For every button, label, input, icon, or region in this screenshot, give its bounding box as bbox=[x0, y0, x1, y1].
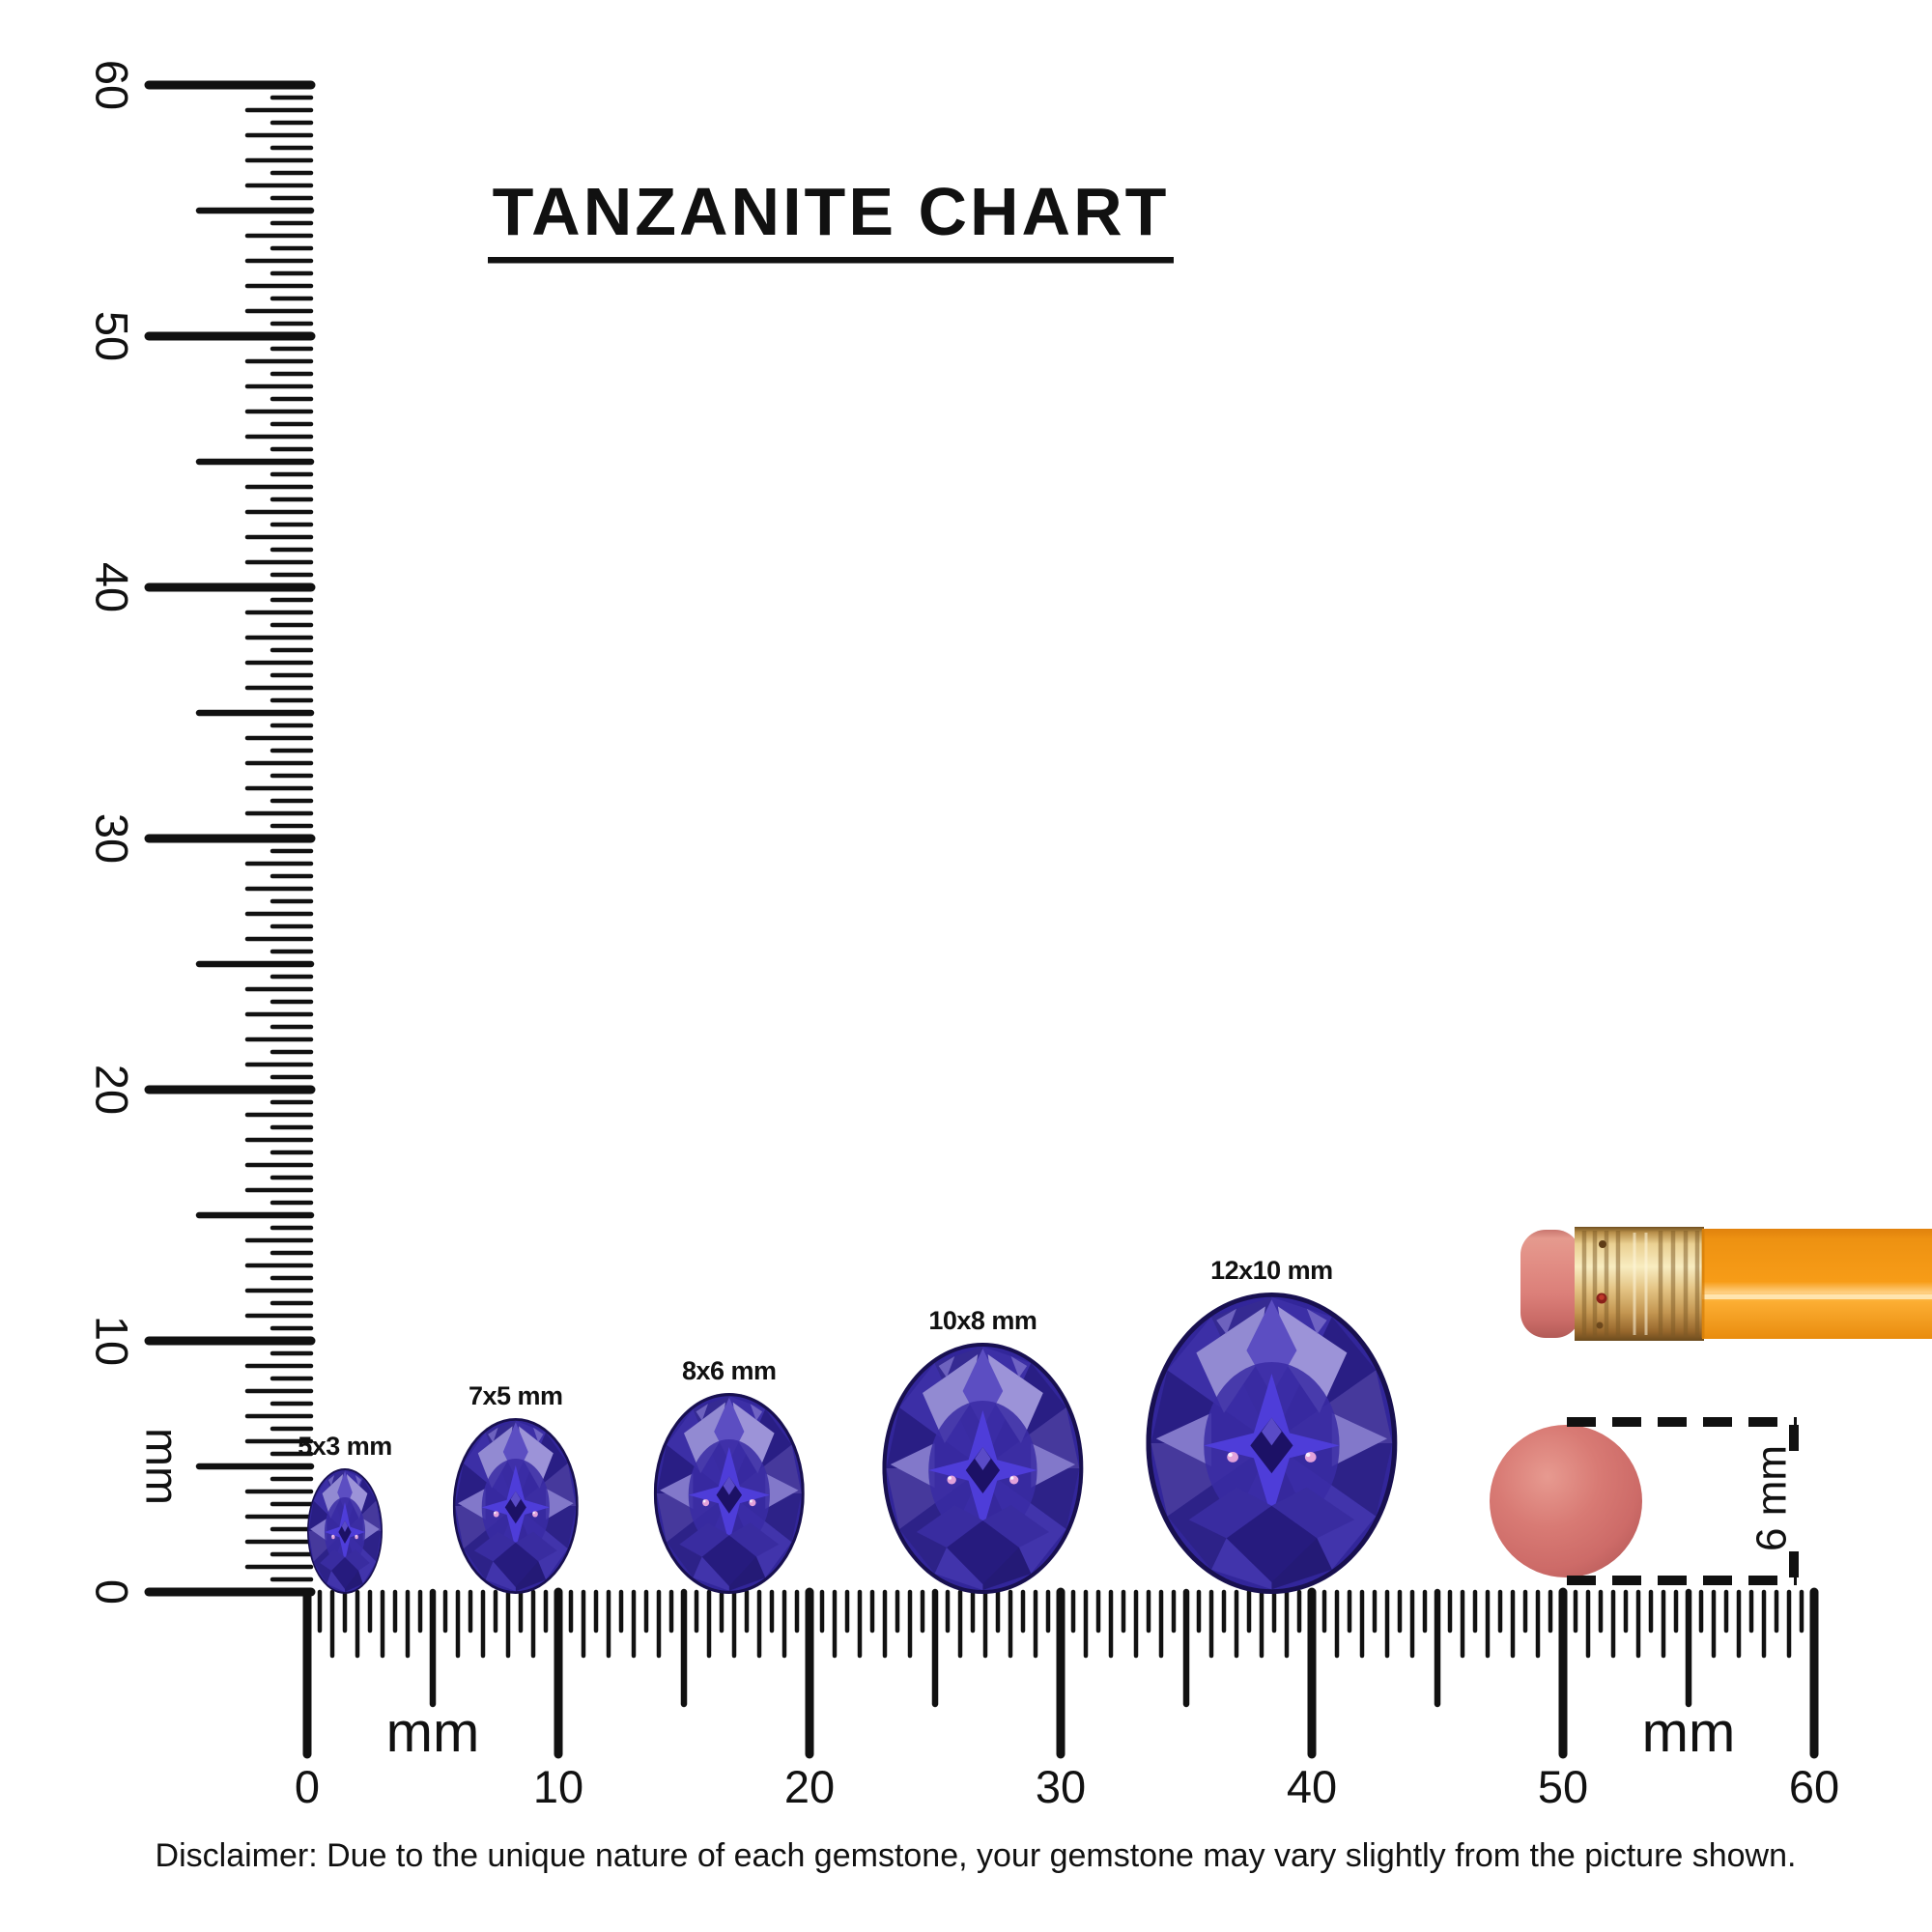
gem-illustration bbox=[452, 1418, 579, 1594]
title-underline bbox=[488, 257, 1174, 264]
vertical-ruler: 0 10 20 30 40 50 60 mm bbox=[87, 60, 316, 1605]
gem-size-label: 8x6 mm bbox=[682, 1356, 777, 1385]
h-ruler-number: 0 bbox=[295, 1761, 320, 1812]
ferrule-dot-red-core bbox=[1599, 1294, 1605, 1300]
gem-illustration bbox=[307, 1468, 383, 1594]
gemstone-row: 5x3 mm 7x5 mm 8x6 mm 10x8 mm 12x10 mm bbox=[298, 1256, 1398, 1594]
h-ruler-number: 30 bbox=[1036, 1761, 1086, 1812]
pencil-body bbox=[1702, 1229, 1932, 1339]
ferrule-dot-top bbox=[1599, 1240, 1606, 1248]
h-ruler-number: 10 bbox=[533, 1761, 583, 1812]
v-ruler-number: 40 bbox=[87, 562, 138, 612]
h-ruler-unit-label: mm bbox=[386, 1701, 480, 1764]
h-ruler-number: 40 bbox=[1287, 1761, 1337, 1812]
v-ruler-number: 10 bbox=[87, 1316, 138, 1366]
disclaimer-text: Disclaimer: Due to the unique nature of … bbox=[156, 1837, 1797, 1874]
gem-10x8mm: 10x8 mm bbox=[882, 1306, 1084, 1594]
pencil-eraser bbox=[1520, 1230, 1580, 1338]
ferrule-dot-bottom bbox=[1596, 1321, 1604, 1329]
gem-size-label: 12x10 mm bbox=[1210, 1256, 1333, 1285]
v-ruler-unit-label: mm bbox=[136, 1428, 187, 1505]
v-ruler-number: 0 bbox=[87, 1579, 138, 1605]
horizontal-ruler: 0 10 20 30 40 50 60 mm mm bbox=[295, 1587, 1839, 1812]
pencil bbox=[1520, 1227, 1932, 1341]
v-ruler-number: 50 bbox=[87, 311, 138, 361]
gem-12x10mm: 12x10 mm bbox=[1146, 1256, 1398, 1594]
ferrule-crimps bbox=[1581, 1231, 1700, 1337]
v-ruler-number: 20 bbox=[87, 1065, 138, 1115]
round-eraser bbox=[1490, 1425, 1642, 1577]
v-ruler-number: 30 bbox=[87, 813, 138, 864]
pencil-body-highlight bbox=[1702, 1294, 1932, 1299]
page-title: TANZANITE CHART bbox=[493, 174, 1170, 249]
h-ruler-number: 60 bbox=[1789, 1761, 1839, 1812]
gem-size-label: 5x3 mm bbox=[298, 1432, 392, 1461]
ferrule-highlights bbox=[1633, 1233, 1648, 1335]
gem-size-label: 10x8 mm bbox=[928, 1306, 1037, 1335]
gem-7x5mm: 7x5 mm bbox=[452, 1381, 579, 1594]
gem-5x3mm: 5x3 mm bbox=[298, 1432, 392, 1594]
h-ruler-number: 20 bbox=[784, 1761, 835, 1812]
gem-8x6mm: 8x6 mm bbox=[653, 1356, 805, 1594]
gem-size-label: 7x5 mm bbox=[469, 1381, 563, 1410]
v-ruler-number: 60 bbox=[87, 60, 138, 110]
h-ruler-unit-label: mm bbox=[1642, 1701, 1736, 1764]
eraser-diameter-label: 6 mm bbox=[1748, 1445, 1796, 1551]
gem-illustration bbox=[653, 1393, 805, 1594]
h-ruler-number: 50 bbox=[1538, 1761, 1588, 1812]
gem-illustration bbox=[1146, 1293, 1398, 1594]
gem-illustration bbox=[882, 1343, 1084, 1594]
dashed-measure-box bbox=[1567, 1417, 1799, 1585]
